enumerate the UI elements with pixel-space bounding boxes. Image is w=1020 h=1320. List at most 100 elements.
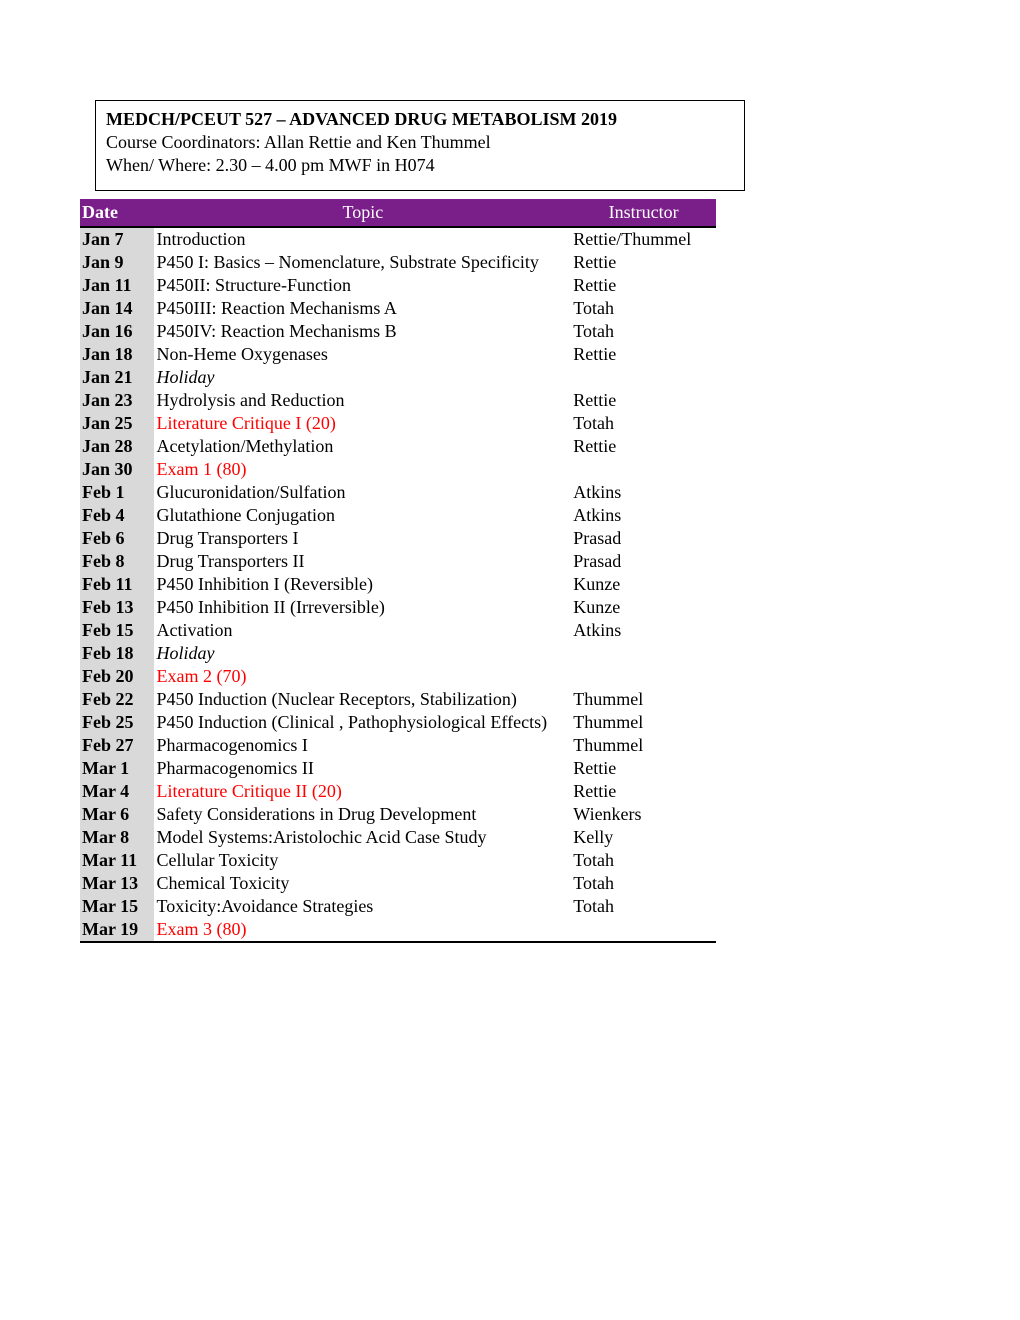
- topic-cell: P450 Induction (Clinical , Pathophysiolo…: [154, 711, 571, 734]
- date-cell: Jan 28: [80, 435, 154, 458]
- date-cell: Jan 14: [80, 297, 154, 320]
- date-cell: Feb 18: [80, 642, 154, 665]
- table-row: Jan 21Holiday: [80, 366, 716, 389]
- topic-cell: P450 Inhibition II (Irreversible): [154, 596, 571, 619]
- date-cell: Feb 8: [80, 550, 154, 573]
- date-cell: Jan 16: [80, 320, 154, 343]
- instructor-cell: Totah: [571, 297, 716, 320]
- instructor-cell: Rettie: [571, 780, 716, 803]
- table-row: Jan 11P450II: Structure-FunctionRettie: [80, 274, 716, 297]
- instructor-cell: Totah: [571, 320, 716, 343]
- table-row: Feb 13P450 Inhibition II (Irreversible)K…: [80, 596, 716, 619]
- table-row: Mar 4Literature Critique II (20)Rettie: [80, 780, 716, 803]
- topic-cell: Exam 3 (80): [154, 918, 571, 942]
- topic-cell: P450II: Structure-Function: [154, 274, 571, 297]
- date-cell: Feb 25: [80, 711, 154, 734]
- topic-cell: P450 Inhibition I (Reversible): [154, 573, 571, 596]
- date-cell: Mar 1: [80, 757, 154, 780]
- topic-cell: Drug Transporters II: [154, 550, 571, 573]
- topic-cell: Activation: [154, 619, 571, 642]
- topic-cell: Glucuronidation/Sulfation: [154, 481, 571, 504]
- date-cell: Jan 9: [80, 251, 154, 274]
- topic-cell: P450III: Reaction Mechanisms A: [154, 297, 571, 320]
- table-row: Feb 22P450 Induction (Nuclear Receptors,…: [80, 688, 716, 711]
- instructor-cell: Rettie: [571, 435, 716, 458]
- table-row: Mar 1Pharmacogenomics IIRettie: [80, 757, 716, 780]
- instructor-cell: Atkins: [571, 481, 716, 504]
- table-row: Feb 6Drug Transporters IPrasad: [80, 527, 716, 550]
- instructor-cell: Rettie: [571, 389, 716, 412]
- date-cell: Jan 18: [80, 343, 154, 366]
- topic-cell: Non-Heme Oxygenases: [154, 343, 571, 366]
- topic-cell: Introduction: [154, 227, 571, 251]
- table-row: Feb 15ActivationAtkins: [80, 619, 716, 642]
- date-cell: Jan 7: [80, 227, 154, 251]
- topic-cell: P450 I: Basics – Nomenclature, Substrate…: [154, 251, 571, 274]
- date-cell: Feb 15: [80, 619, 154, 642]
- date-cell: Jan 11: [80, 274, 154, 297]
- table-row: Feb 20Exam 2 (70): [80, 665, 716, 688]
- date-cell: Jan 21: [80, 366, 154, 389]
- schedule-header-row: Date Topic Instructor: [80, 199, 716, 227]
- table-row: Mar 8Model Systems:Aristolochic Acid Cas…: [80, 826, 716, 849]
- topic-cell: Literature Critique II (20): [154, 780, 571, 803]
- topic-cell: Chemical Toxicity: [154, 872, 571, 895]
- document-page: MEDCH/PCEUT 527 – ADVANCED DRUG METABOLI…: [0, 0, 1020, 943]
- table-row: Jan 30Exam 1 (80): [80, 458, 716, 481]
- date-cell: Mar 15: [80, 895, 154, 918]
- table-row: Feb 25P450 Induction (Clinical , Pathoph…: [80, 711, 716, 734]
- date-cell: Mar 8: [80, 826, 154, 849]
- date-cell: Feb 20: [80, 665, 154, 688]
- instructor-cell: [571, 366, 716, 389]
- date-cell: Mar 11: [80, 849, 154, 872]
- topic-cell: Literature Critique I (20): [154, 412, 571, 435]
- instructor-cell: Totah: [571, 412, 716, 435]
- date-header: Date: [80, 199, 154, 227]
- instructor-cell: [571, 918, 716, 942]
- table-row: Jan 28Acetylation/MethylationRettie: [80, 435, 716, 458]
- date-cell: Feb 22: [80, 688, 154, 711]
- table-row: Feb 11P450 Inhibition I (Reversible)Kunz…: [80, 573, 716, 596]
- instructor-cell: Atkins: [571, 504, 716, 527]
- instructor-cell: Thummel: [571, 711, 716, 734]
- date-cell: Mar 6: [80, 803, 154, 826]
- instructor-cell: Totah: [571, 895, 716, 918]
- instructor-cell: Totah: [571, 849, 716, 872]
- instructor-header: Instructor: [571, 199, 716, 227]
- table-row: Feb 8Drug Transporters IIPrasad: [80, 550, 716, 573]
- table-row: Feb 1Glucuronidation/SulfationAtkins: [80, 481, 716, 504]
- date-cell: Mar 19: [80, 918, 154, 942]
- topic-cell: P450IV: Reaction Mechanisms B: [154, 320, 571, 343]
- instructor-cell: Prasad: [571, 527, 716, 550]
- table-row: Jan 18Non-Heme OxygenasesRettie: [80, 343, 716, 366]
- instructor-cell: Kunze: [571, 596, 716, 619]
- topic-cell: Exam 2 (70): [154, 665, 571, 688]
- table-row: Feb 4Glutathione ConjugationAtkins: [80, 504, 716, 527]
- date-cell: Jan 25: [80, 412, 154, 435]
- schedule-body: Jan 7IntroductionRettie/ThummelJan 9P450…: [80, 227, 716, 942]
- instructor-cell: [571, 458, 716, 481]
- topic-cell: Pharmacogenomics I: [154, 734, 571, 757]
- date-cell: Jan 30: [80, 458, 154, 481]
- course-coordinators: Course Coordinators: Allan Rettie and Ke…: [106, 132, 734, 153]
- topic-cell: Holiday: [154, 366, 571, 389]
- topic-cell: Acetylation/Methylation: [154, 435, 571, 458]
- table-row: Mar 6Safety Considerations in Drug Devel…: [80, 803, 716, 826]
- topic-cell: Toxicity:Avoidance Strategies: [154, 895, 571, 918]
- topic-cell: Holiday: [154, 642, 571, 665]
- instructor-cell: Totah: [571, 872, 716, 895]
- table-row: Mar 11Cellular ToxicityTotah: [80, 849, 716, 872]
- table-row: Jan 9P450 I: Basics – Nomenclature, Subs…: [80, 251, 716, 274]
- date-cell: Jan 23: [80, 389, 154, 412]
- topic-cell: Drug Transporters I: [154, 527, 571, 550]
- instructor-cell: [571, 665, 716, 688]
- date-cell: Feb 6: [80, 527, 154, 550]
- instructor-cell: [571, 642, 716, 665]
- instructor-cell: Thummel: [571, 688, 716, 711]
- course-when-where: When/ Where: 2.30 – 4.00 pm MWF in H074: [106, 155, 734, 176]
- table-row: Mar 13Chemical ToxicityTotah: [80, 872, 716, 895]
- instructor-cell: Rettie: [571, 274, 716, 297]
- table-row: Feb 27Pharmacogenomics IThummel: [80, 734, 716, 757]
- date-cell: Feb 27: [80, 734, 154, 757]
- topic-cell: Pharmacogenomics II: [154, 757, 571, 780]
